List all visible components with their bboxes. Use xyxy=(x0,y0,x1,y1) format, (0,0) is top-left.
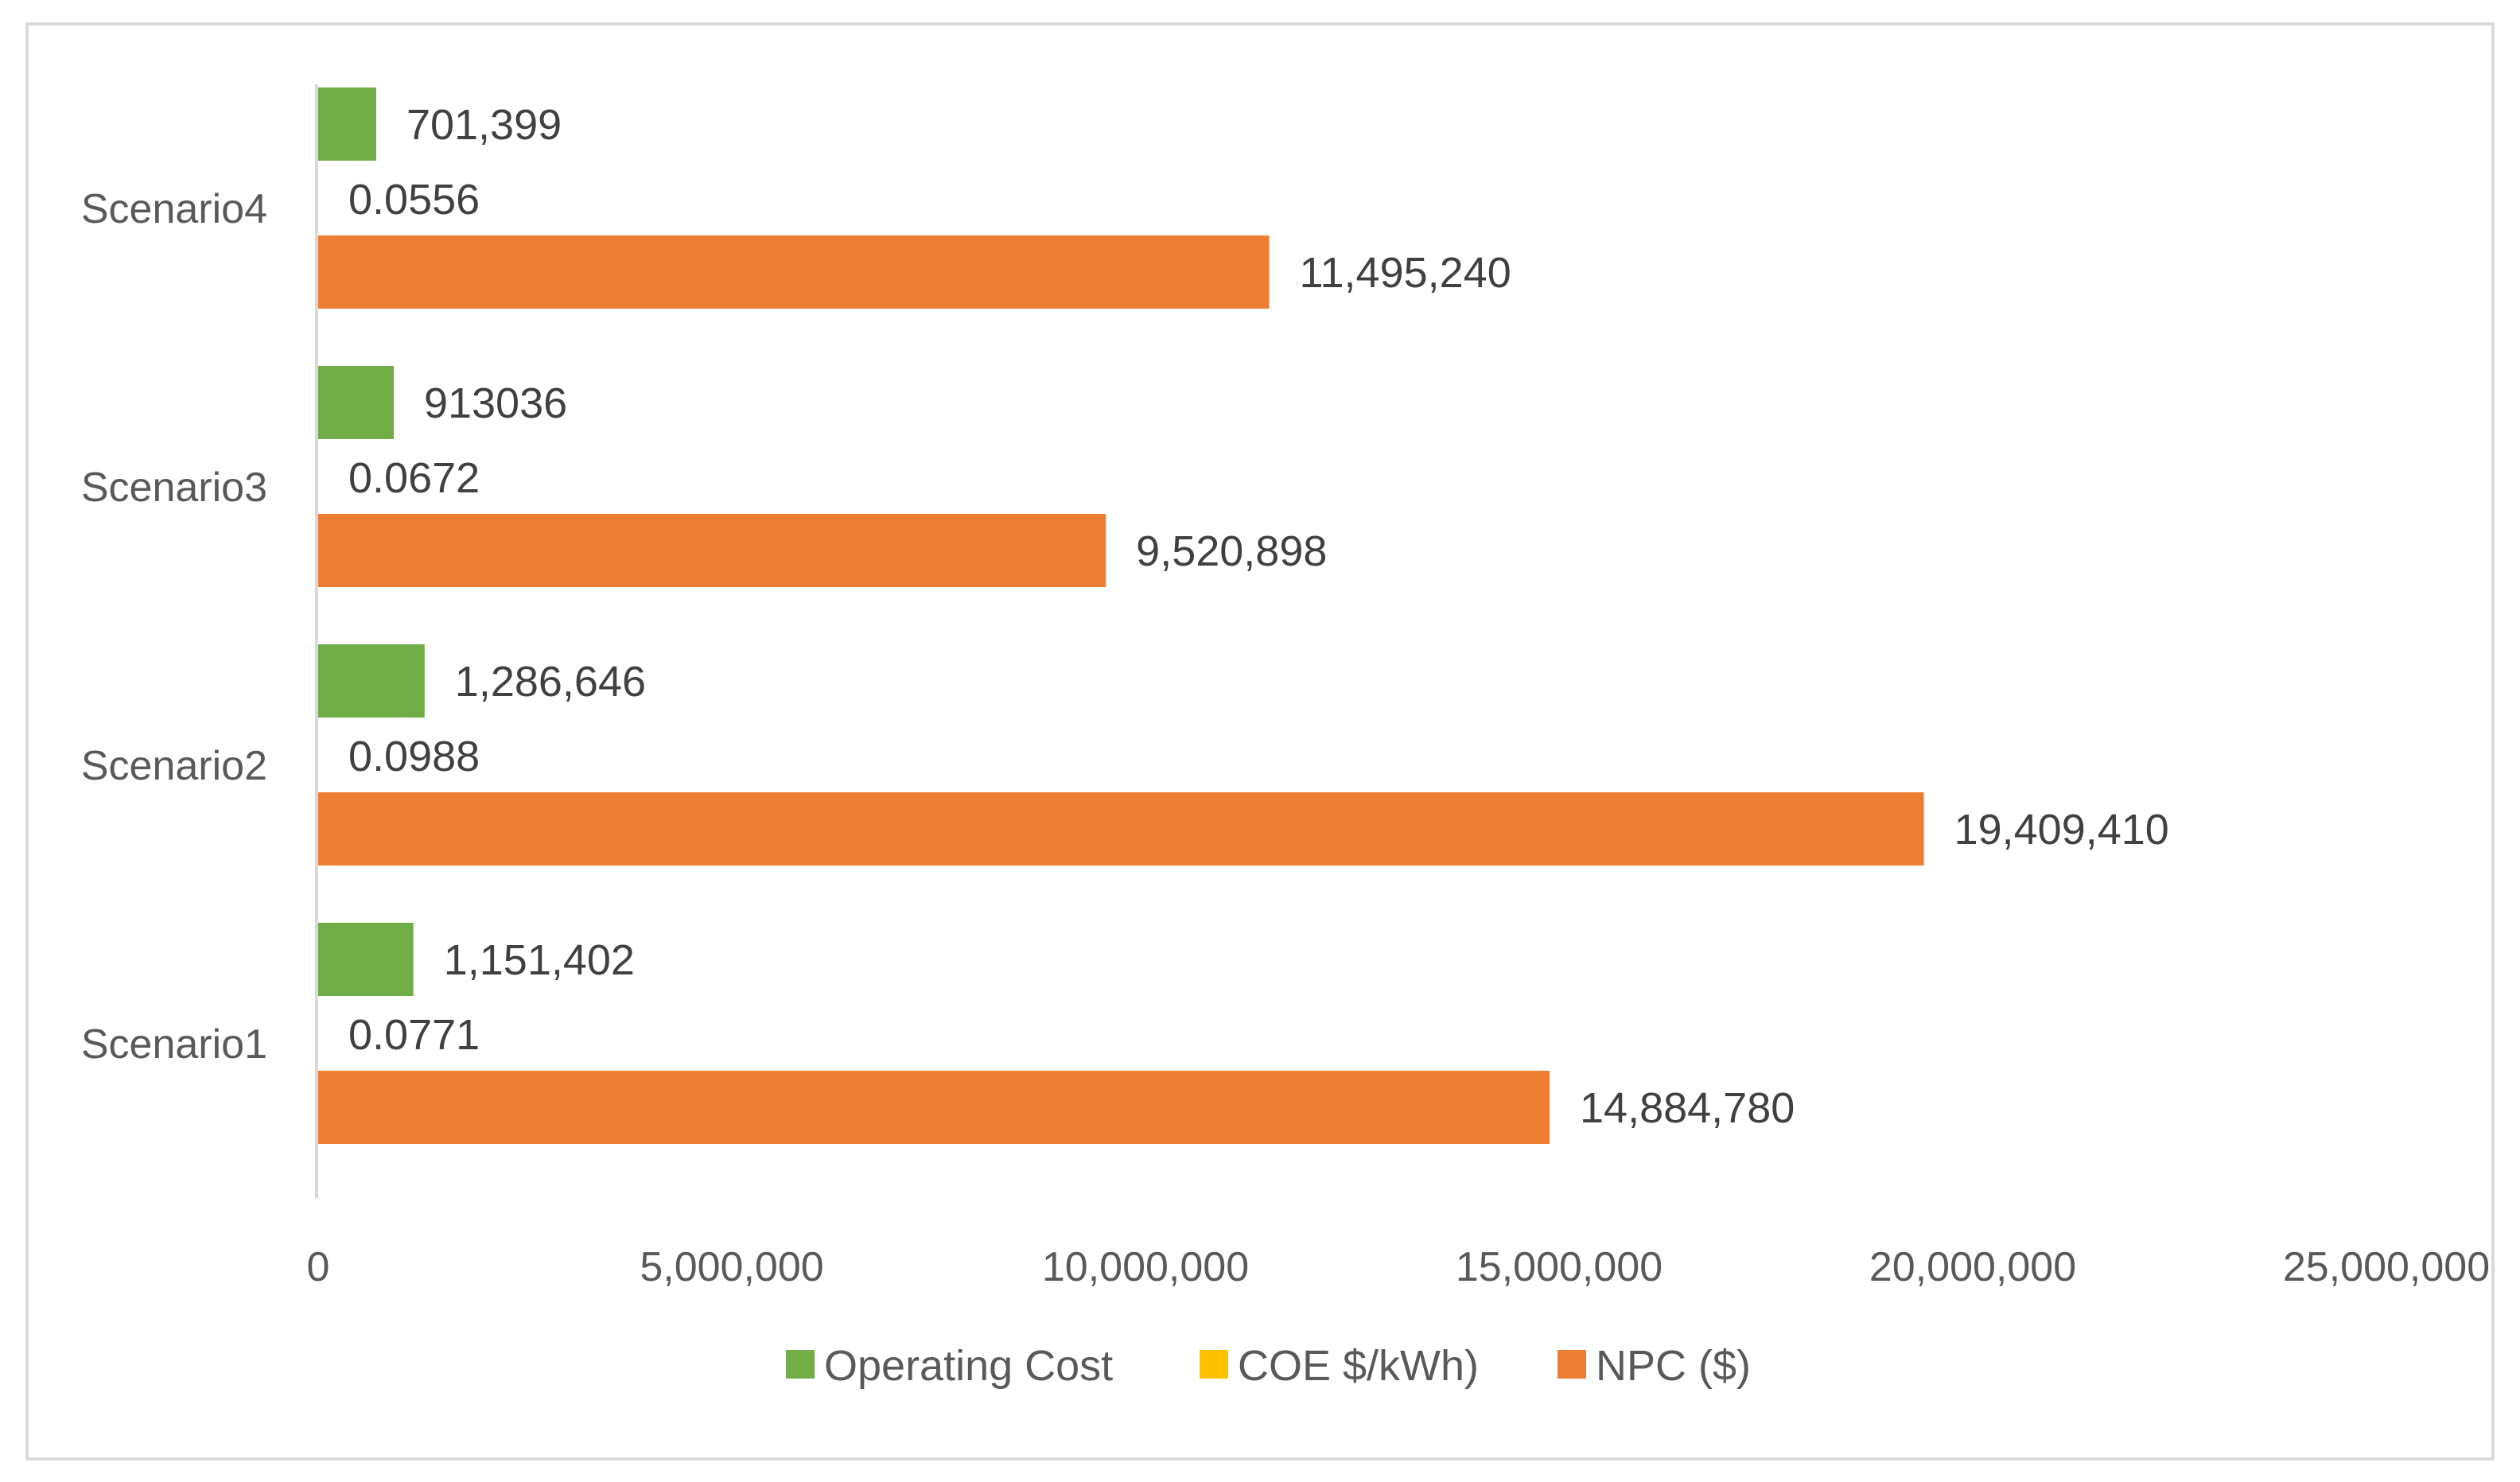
data-label-scenario3-series-3: 9,520,898 xyxy=(1136,527,1327,575)
data-label-scenario2-series-1: 1,286,646 xyxy=(455,658,646,706)
bar-scenario3-series-3 xyxy=(318,514,1106,587)
data-label-scenario1-series-1: 1,151,402 xyxy=(444,936,635,984)
bar-scenario4-series-3 xyxy=(318,235,1270,309)
x-tick-label-5: 25,000,000 xyxy=(2283,1244,2490,1290)
legend-swatch-2 xyxy=(1200,1350,1228,1379)
data-label-scenario2-series-3: 19,409,410 xyxy=(1954,806,2169,854)
x-tick-label-1: 5,000,000 xyxy=(640,1244,823,1290)
bar-scenario1-series-3 xyxy=(318,1071,1550,1144)
bar-scenario2-series-3 xyxy=(318,792,1924,865)
legend-label-3: NPC ($) xyxy=(1596,1342,1751,1390)
legend-swatch-1 xyxy=(786,1350,815,1379)
data-label-scenario2-series-2: 0.0988 xyxy=(348,733,480,780)
axis-layer: Scenario1 Scenario2 Scenario3 Scenario4 0 5,0… xyxy=(81,84,2490,1290)
bars-layer xyxy=(318,88,1924,1144)
bar-scenario3-series-1 xyxy=(318,366,394,439)
legend-label-1: Operating Cost xyxy=(824,1342,1113,1390)
x-tick-label-4: 20,000,000 xyxy=(1869,1244,2076,1290)
data-label-scenario3-series-1: 913036 xyxy=(424,379,567,427)
labels-layer: 1,151,402 0.0771 14,884,780 1,286,646 0.0988… xyxy=(348,101,2169,1132)
legend: Operating Cost COE $/kWh) NPC ($) xyxy=(786,1342,1751,1390)
bar-scenario2-series-1 xyxy=(318,644,425,718)
data-label-scenario1-series-3: 14,884,780 xyxy=(1580,1084,1795,1132)
x-tick-label-0: 0 xyxy=(307,1244,330,1290)
category-label-scenario4: Scenario4 xyxy=(81,186,267,232)
bar-scenario4-series-1 xyxy=(318,88,376,161)
legend-swatch-3 xyxy=(1558,1350,1586,1379)
bar-scenario1-series-1 xyxy=(318,923,414,996)
data-label-scenario1-series-2: 0.0771 xyxy=(348,1011,480,1059)
data-label-scenario4-series-1: 701,399 xyxy=(406,101,562,149)
category-label-scenario3: Scenario3 xyxy=(81,465,267,511)
x-tick-label-3: 15,000,000 xyxy=(1456,1244,1662,1290)
category-label-scenario2: Scenario2 xyxy=(81,743,267,789)
category-label-scenario1: Scenario1 xyxy=(81,1021,267,1068)
legend-label-2: COE $/kWh) xyxy=(1238,1342,1479,1390)
data-label-scenario4-series-3: 11,495,240 xyxy=(1300,249,1511,297)
data-label-scenario3-series-2: 0.0672 xyxy=(348,454,480,502)
x-tick-label-2: 10,000,000 xyxy=(1042,1244,1249,1290)
data-label-scenario4-series-2: 0.0556 xyxy=(348,176,480,224)
